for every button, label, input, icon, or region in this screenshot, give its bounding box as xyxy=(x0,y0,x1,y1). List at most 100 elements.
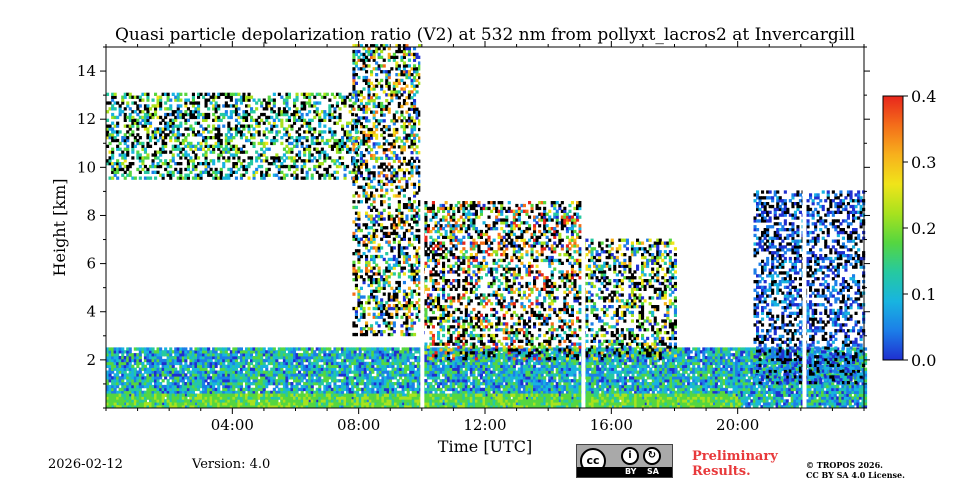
heatmap-cell xyxy=(202,382,206,386)
heatmap-cell xyxy=(502,353,506,357)
heatmap-cell xyxy=(229,379,233,383)
heatmap-cell xyxy=(692,384,696,389)
heatmap-cell xyxy=(320,370,324,374)
heatmap-cell xyxy=(651,361,655,366)
heatmap-cell xyxy=(479,387,483,392)
heatmap-cell xyxy=(219,373,223,377)
heatmap-cell xyxy=(750,393,754,397)
heatmap-cell xyxy=(371,379,375,383)
heatmap-cell xyxy=(555,358,559,363)
heatmap-cell xyxy=(141,350,145,354)
heatmap-cell xyxy=(495,376,499,380)
heatmap-cell xyxy=(720,353,724,357)
heatmap-cell xyxy=(454,382,458,386)
heatmap-cell xyxy=(682,356,686,360)
heatmap-cell xyxy=(219,364,223,368)
heatmap-cell xyxy=(333,347,337,351)
heatmap-cell xyxy=(682,376,686,380)
heatmap-cell xyxy=(707,356,711,360)
heatmap-cell xyxy=(219,370,223,374)
heatmap-cell xyxy=(510,376,514,380)
heatmap-cell xyxy=(482,367,486,371)
heatmap-cell xyxy=(252,364,256,368)
heatmap-cell xyxy=(692,364,696,368)
heatmap-cell xyxy=(725,373,729,377)
heatmap-cell xyxy=(260,347,264,351)
heatmap-cell xyxy=(641,370,645,374)
heatmap-cell xyxy=(740,396,744,400)
heatmap-cell xyxy=(586,347,590,351)
heatmap-cell xyxy=(525,384,529,389)
heatmap-cell xyxy=(530,347,534,351)
heatmap-cell xyxy=(176,353,180,357)
heatmap-cell xyxy=(161,364,165,368)
heatmap-cell xyxy=(492,358,496,363)
heatmap-cell xyxy=(712,390,716,394)
heatmap-cell xyxy=(424,361,428,366)
heatmap-cell xyxy=(353,384,357,389)
heatmap-cell xyxy=(747,367,751,371)
heatmap-cell xyxy=(479,356,483,360)
heatmap-cell xyxy=(121,370,125,374)
heatmap-cell xyxy=(570,370,574,374)
heatmap-cell xyxy=(757,356,761,360)
heatmap-cell xyxy=(752,361,756,366)
heatmap-cell xyxy=(290,361,294,366)
heatmap-cell xyxy=(586,379,590,383)
heatmap-cell xyxy=(429,358,433,363)
heatmap-cell xyxy=(543,353,547,357)
heatmap-cell xyxy=(154,387,158,392)
heatmap-cell xyxy=(672,382,676,386)
heatmap-cell xyxy=(649,356,653,360)
heatmap-cell xyxy=(166,382,170,386)
heatmap-cell xyxy=(558,373,562,377)
heatmap-cell xyxy=(752,376,756,380)
heatmap-cell xyxy=(212,384,216,389)
heatmap-cell xyxy=(186,379,190,383)
heatmap-cell xyxy=(194,384,198,389)
heatmap-cell xyxy=(313,390,317,394)
heatmap-cell xyxy=(351,370,355,374)
heatmap-cell xyxy=(126,364,130,368)
heatmap-cell xyxy=(123,382,127,386)
heatmap-cell xyxy=(540,361,544,366)
heatmap-cell xyxy=(113,367,117,371)
heatmap-cell xyxy=(346,353,350,357)
heatmap-cell xyxy=(487,364,491,368)
heatmap-cell xyxy=(184,376,188,380)
heatmap-cell xyxy=(568,387,572,392)
heatmap-cell xyxy=(553,379,557,383)
heatmap-cell xyxy=(651,350,655,354)
heatmap-cell xyxy=(396,390,400,394)
heatmap-cell xyxy=(358,367,362,371)
heatmap-cell xyxy=(611,387,615,392)
heatmap-cell xyxy=(381,373,385,377)
heatmap-cell xyxy=(745,387,749,392)
heatmap-cell xyxy=(250,367,254,371)
heatmap-cell xyxy=(720,350,724,354)
heatmap-cell xyxy=(565,376,569,380)
heatmap-cell xyxy=(722,390,726,394)
heatmap-cell xyxy=(447,384,451,389)
heatmap-cell xyxy=(363,356,367,360)
heatmap-cell xyxy=(745,364,749,368)
heatmap-cell xyxy=(606,376,610,380)
heatmap-cell xyxy=(255,358,259,363)
heatmap-cell xyxy=(457,358,461,363)
heatmap-cell xyxy=(159,387,163,392)
heatmap-cell xyxy=(371,367,375,371)
heatmap-cell xyxy=(136,384,140,389)
heatmap-cell xyxy=(596,379,600,383)
heatmap-cell xyxy=(442,373,446,377)
heatmap-cell xyxy=(368,356,372,360)
heatmap-cell xyxy=(644,361,648,366)
heatmap-cell xyxy=(131,376,135,380)
heatmap-cell xyxy=(651,373,655,377)
heatmap-cell xyxy=(404,370,408,374)
heatmap-cell xyxy=(186,350,190,354)
heatmap-cell xyxy=(383,384,387,389)
heatmap-cell xyxy=(512,376,516,380)
heatmap-cell xyxy=(651,379,655,383)
heatmap-cell xyxy=(128,390,132,394)
heatmap-cell xyxy=(570,379,574,383)
